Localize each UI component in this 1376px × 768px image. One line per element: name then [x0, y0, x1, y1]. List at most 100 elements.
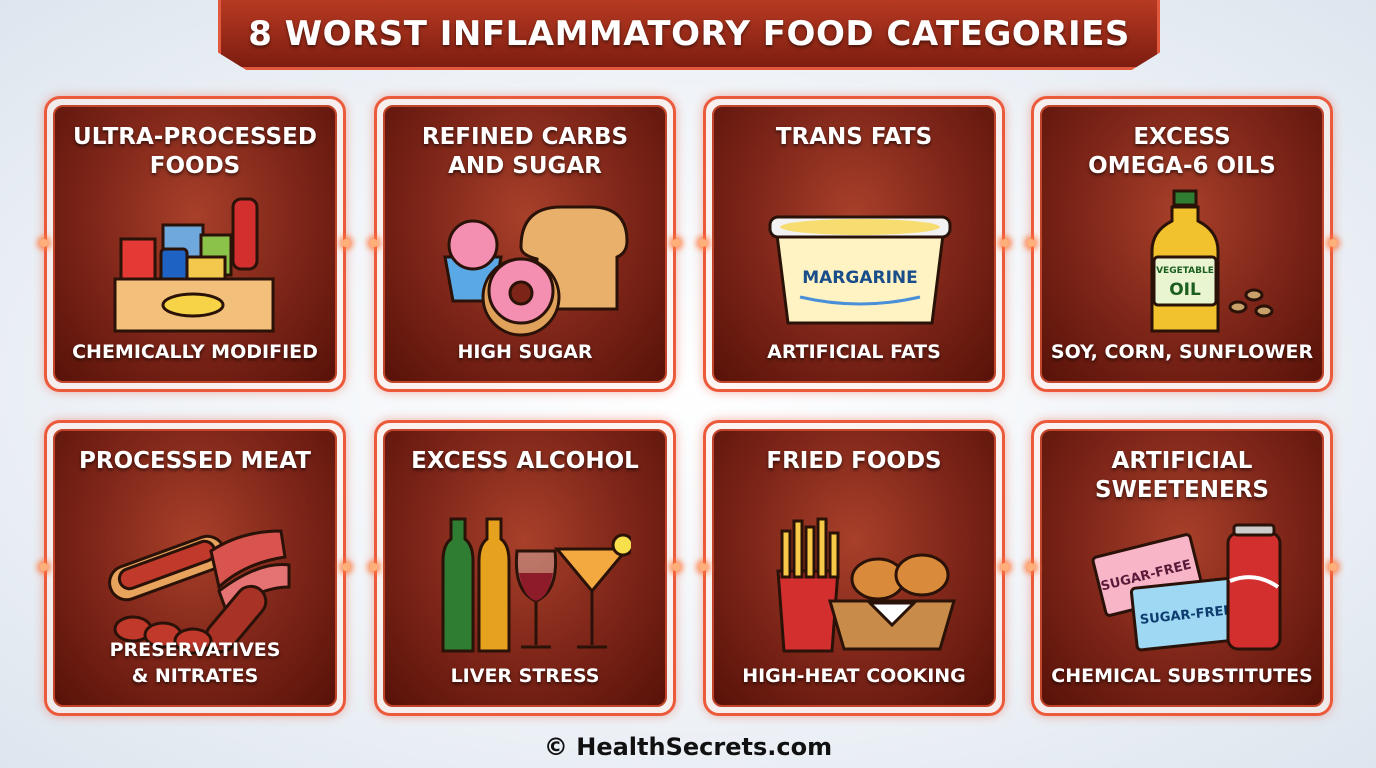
icon-shape: [508, 280, 534, 306]
food-icon: [441, 517, 631, 653]
icon-shape: [1229, 575, 1280, 589]
card-panel: EXCESS ALCOHOL LIVER STRESS: [383, 429, 667, 707]
card-subtitle-line: ARTIFICIAL FATS: [767, 341, 941, 363]
glow-dot: [370, 239, 378, 247]
icon-shape: [776, 569, 840, 653]
category-card: PROCESSED MEAT PRESERVATIVES & NITRATES: [40, 420, 350, 716]
glow-dot: [342, 239, 350, 247]
icon-label: MARGARINE: [802, 268, 918, 288]
card-panel: ULTRA-PROCESSED FOODS CHEMICALLY MODIFIED: [53, 105, 337, 383]
icon-shape: [447, 219, 499, 271]
card-title: ULTRA-PROCESSED FOODS: [55, 123, 335, 181]
icon-shape: [780, 219, 940, 235]
icon-shape: [204, 584, 268, 654]
card-panel: PROCESSED MEAT PRESERVATIVES & NITRATES: [53, 429, 337, 707]
card-subtitle: LIVER STRESS: [385, 663, 665, 689]
icon-shape: [780, 517, 840, 579]
food-icon: MARGARINE: [768, 215, 952, 325]
food-icon: SUGAR-FREE SUGAR-FREE: [1091, 523, 1282, 652]
card-subtitle-line: HIGH SUGAR: [457, 341, 593, 363]
card-title-line: EXCESS: [1133, 124, 1231, 150]
glow-dot: [1027, 563, 1035, 571]
glow-dot: [699, 239, 707, 247]
card-title: PROCESSED MEAT: [55, 447, 335, 476]
icon-shape: [231, 197, 259, 271]
category-card: TRANS FATS MARGARINE ARTIFICIAL FATS: [699, 96, 1009, 392]
card-subtitle-line: LIVER STRESS: [450, 665, 600, 687]
icon-shape: [1172, 189, 1198, 207]
icon-shape: [780, 529, 792, 579]
category-card: EXCESS ALCOHOL LIVER STRESS: [370, 420, 680, 716]
card-title: ARTIFICIAL SWEETENERS: [1042, 447, 1322, 505]
card-title-line: REFINED CARBS: [421, 124, 629, 150]
category-card: EXCESS OMEGA-6 OILS VEGETABLE OIL SOY, CO…: [1027, 96, 1337, 392]
card-title-line: TRANS FATS: [775, 124, 933, 150]
icon-shape: [792, 519, 804, 579]
icon-shape: [553, 547, 631, 594]
card-panel: ARTIFICIAL SWEETENERS SUGAR-FREE SUGAR-FR…: [1040, 429, 1324, 707]
icon-shape: [173, 627, 213, 655]
card-title: FRIED FOODS: [714, 447, 994, 476]
title-banner: [218, 0, 1160, 70]
glow-dot: [1329, 239, 1337, 247]
icon-shape: [209, 529, 287, 590]
glow-dot: [699, 563, 707, 571]
card-title-line: FOODS: [149, 153, 241, 179]
card-title: EXCESS ALCOHOL: [385, 447, 665, 476]
glow-dot: [40, 239, 48, 247]
card-panel: REFINED CARBS AND SUGAR HIGH SUGAR: [383, 105, 667, 383]
card-subtitle: CHEMICALLY MODIFIED: [55, 339, 335, 365]
icon-shape: [866, 601, 918, 628]
card-title-line: EXCESS ALCOHOL: [411, 448, 639, 474]
food-icon: [108, 529, 291, 655]
food-icon: [113, 197, 275, 333]
card-subtitle: ARTIFICIAL FATS: [714, 339, 994, 365]
icon-shape: [816, 517, 828, 579]
card-panel: TRANS FATS MARGARINE ARTIFICIAL FATS: [712, 105, 996, 383]
glow-dot: [370, 563, 378, 571]
card-subtitle: HIGH-HEAT COOKING: [714, 663, 994, 689]
card-panel: EXCESS OMEGA-6 OILS VEGETABLE OIL SOY, CO…: [1040, 105, 1324, 383]
card-subtitle-line: HIGH-HEAT COOKING: [742, 665, 966, 687]
icon-shape: [828, 531, 840, 579]
card-title-line: ULTRA-PROCESSED: [73, 124, 317, 150]
glow-dot: [342, 563, 350, 571]
card-subtitle-line: CHEMICALLY MODIFIED: [72, 341, 318, 363]
category-card: FRIED FOODS HIGH-HEAT COOKING: [699, 420, 1009, 716]
card-panel: FRIED FOODS HIGH-HEAT COOKING: [712, 429, 996, 707]
glow-dot: [1027, 239, 1035, 247]
card-subtitle: PRESERVATIVES & NITRATES: [55, 637, 335, 689]
icon-label: VEGETABLE: [1156, 266, 1214, 276]
glow-dot: [1001, 563, 1009, 571]
card-title-line: SWEETENERS: [1095, 477, 1269, 503]
icon-shape: [1254, 304, 1274, 318]
category-card: ARTIFICIAL SWEETENERS SUGAR-FREE SUGAR-FR…: [1027, 420, 1337, 716]
icon-shape: [519, 573, 553, 601]
card-title-line: OMEGA-6 OILS: [1088, 153, 1276, 179]
glow-dot: [40, 563, 48, 571]
icon-shape: [441, 517, 475, 653]
card-subtitle-line: PRESERVATIVES: [109, 639, 281, 661]
food-icon: [443, 205, 629, 337]
card-subtitle-line: CHEMICAL SUBSTITUTES: [1051, 665, 1313, 687]
card-title: EXCESS OMEGA-6 OILS: [1042, 123, 1322, 181]
category-card: ULTRA-PROCESSED FOODS CHEMICALLY MODIFIED: [40, 96, 350, 392]
glow-dot: [1329, 563, 1337, 571]
icon-shape: [894, 553, 950, 597]
food-icon: VEGETABLE OIL: [1150, 189, 1274, 333]
icon-shape: [1152, 255, 1218, 307]
food-icon: [776, 517, 956, 653]
icon-shape: [804, 525, 816, 579]
card-title: TRANS FATS: [714, 123, 994, 152]
card-subtitle-line: & NITRATES: [131, 665, 259, 687]
glow-dot: [672, 563, 680, 571]
glow-dot: [672, 239, 680, 247]
page-title: 8 WORST INFLAMMATORY FOOD CATEGORIES: [248, 14, 1130, 54]
icon-shape: [1226, 531, 1282, 651]
footer: © HealthSecrets.com: [543, 733, 833, 761]
icon-shape: [1228, 300, 1248, 314]
card-title-line: PROCESSED MEAT: [79, 448, 311, 474]
card-title-line: ARTIFICIAL: [1111, 448, 1253, 474]
glow-dot: [1001, 239, 1009, 247]
